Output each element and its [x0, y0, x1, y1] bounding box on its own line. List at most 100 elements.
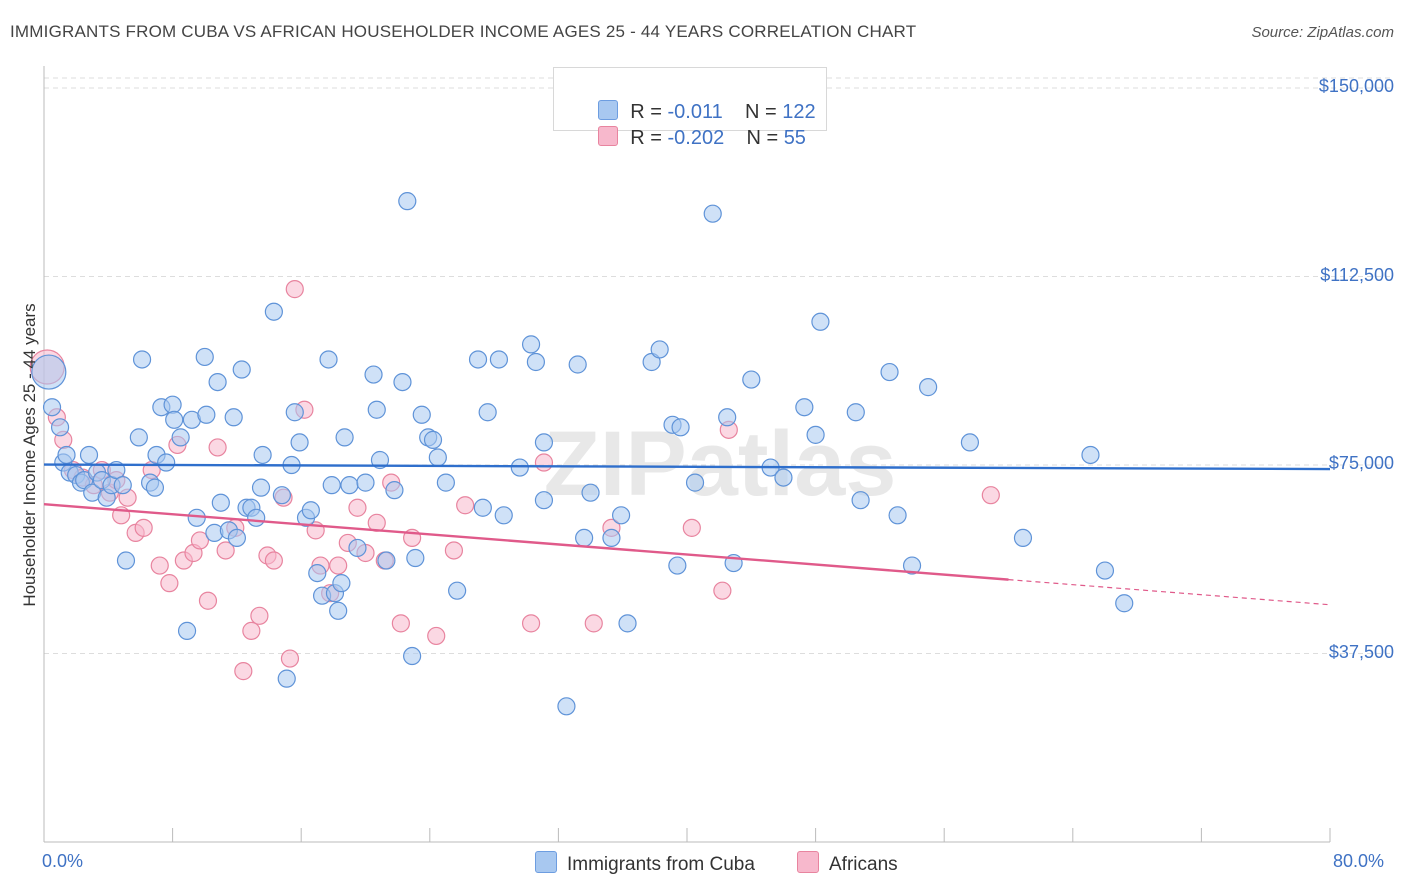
bottom-legend-africans: Africans: [797, 851, 898, 876]
africans-point: [427, 626, 446, 646]
cuba-point: [806, 425, 825, 444]
africans-swatch: [598, 126, 619, 146]
africans-point: [682, 518, 701, 537]
cuba-point: [902, 556, 922, 575]
cuba-point: [526, 352, 545, 372]
n-value-cuba: 122: [782, 101, 816, 123]
cuba-point: [163, 395, 182, 414]
cuba-point: [290, 433, 309, 452]
y-tick-label: $150,000: [1318, 76, 1394, 97]
cuba-point: [285, 403, 304, 422]
cuba-point: [308, 563, 327, 583]
cuba-point: [340, 476, 359, 495]
cuba-point: [581, 483, 600, 502]
cuba-point: [1115, 594, 1134, 613]
cuba-point: [393, 372, 412, 392]
cuba-point: [132, 350, 152, 369]
africans-point: [584, 614, 603, 633]
africans-point: [264, 551, 283, 570]
n-label: N =: [744, 101, 783, 123]
africans-point: [444, 541, 464, 560]
cuba-point: [534, 491, 554, 510]
cuba-point: [428, 448, 447, 467]
cuba-point: [335, 428, 354, 447]
cuba-point: [329, 601, 348, 620]
cuba-point: [1095, 561, 1115, 580]
cuba-point: [171, 428, 190, 447]
x-tick-max: 80.0%: [1333, 851, 1385, 871]
source-credit: Source: ZipAtlas.com: [1251, 24, 1394, 41]
cuba-point: [703, 204, 722, 223]
africans-trend-extension: [1008, 579, 1331, 606]
africans-point: [285, 280, 304, 299]
cuba-point: [208, 372, 227, 392]
series-cuba: [31, 192, 1134, 716]
africans-point: [198, 591, 218, 610]
cuba-point: [448, 581, 467, 600]
cuba-point: [319, 350, 338, 369]
cuba-point: [521, 335, 541, 354]
cuba-point: [211, 493, 230, 512]
cuba-point: [919, 378, 938, 397]
cuba-point: [685, 473, 705, 492]
africans-point: [280, 649, 300, 668]
cuba-point: [272, 486, 292, 505]
cuba-point: [403, 646, 422, 666]
cuba-swatch: [598, 100, 619, 120]
cuba-point: [57, 445, 76, 465]
cuba-point: [232, 360, 251, 379]
africans-legend-swatch: [797, 851, 819, 873]
africans-point: [348, 498, 367, 517]
cuba-point: [510, 458, 529, 477]
cuba-point: [367, 400, 386, 419]
y-axis-title: Householder Income Ages 25 - 44 years: [20, 303, 39, 607]
cuba-point: [534, 433, 554, 452]
africans-point: [234, 662, 253, 681]
cuba-point: [774, 468, 793, 487]
cuba-point: [370, 450, 390, 470]
cuba-point: [423, 430, 443, 449]
cuba-point: [468, 350, 488, 369]
r-label: R =: [630, 101, 668, 123]
africans-point: [190, 531, 210, 550]
x-tick-min: 0.0%: [42, 851, 84, 871]
cuba-point: [880, 362, 899, 382]
africans-point: [329, 556, 348, 575]
trend-lines: [43, 463, 1331, 606]
africans-point: [391, 614, 410, 633]
cuba-point: [332, 574, 351, 593]
r-value-africans: -0.202: [667, 127, 725, 149]
cuba-legend-label: Immigrants from Cuba: [567, 854, 755, 875]
cuba-point: [718, 408, 737, 427]
cuba-point: [494, 506, 513, 525]
cuba-point: [557, 697, 576, 716]
cuba-point: [251, 478, 271, 497]
cuba-point: [197, 405, 216, 424]
cuba-point: [846, 403, 865, 422]
cuba-point: [811, 312, 830, 331]
cuba-point: [195, 347, 214, 367]
n-value-africans: 55: [783, 127, 806, 149]
cuba-point: [436, 473, 455, 492]
cuba-legend-swatch: [535, 851, 557, 873]
y-tick-label: $75,000: [1328, 453, 1394, 474]
africans-legend-label: Africans: [829, 854, 898, 875]
africans-point: [250, 606, 269, 625]
cuba-point: [742, 370, 761, 389]
africans-point: [160, 574, 179, 593]
cuba-point: [377, 551, 396, 570]
cuba-point: [385, 481, 404, 500]
cuba-point: [473, 498, 492, 517]
cuba-point: [650, 340, 669, 359]
cuba-point: [568, 355, 587, 374]
cuba-point: [1013, 528, 1033, 548]
cuba-point: [668, 556, 687, 575]
cuba-point: [489, 350, 509, 369]
cuba-point: [618, 614, 637, 633]
cuba-point: [575, 528, 594, 548]
africans-point: [521, 614, 541, 633]
legend-row-cuba: R = -0.011 N = 122: [576, 77, 816, 123]
cuba-point: [165, 410, 184, 429]
cuba-point: [398, 192, 417, 211]
